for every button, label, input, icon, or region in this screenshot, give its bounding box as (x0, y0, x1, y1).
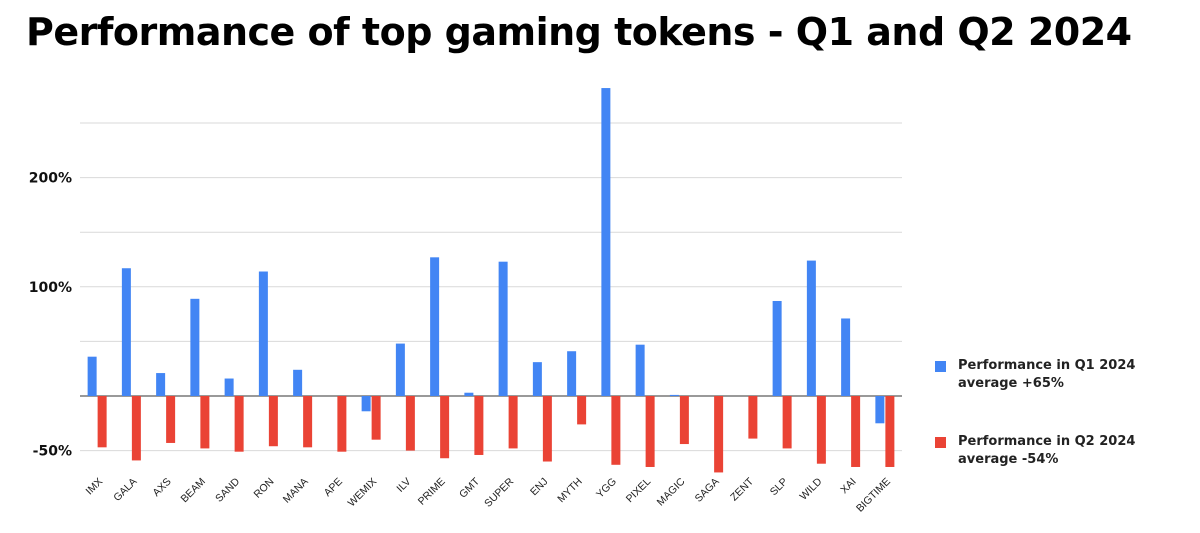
bar-ygg-q2 (611, 396, 621, 465)
bar-ron-q2 (268, 396, 278, 447)
legend-swatch-q2 (935, 437, 946, 448)
bar-sand-q2 (234, 396, 244, 452)
x-tick-label-wemix: WEMIX (346, 476, 380, 510)
y-axis-tick-labels: 200% 100% -50% (29, 171, 72, 460)
x-tick-label-ilv: ILV (394, 476, 413, 495)
bar-ron-q1 (258, 271, 268, 396)
x-tick-label-zent: ZENT (728, 475, 756, 503)
legend-label-q1: Performance in Q1 2024 average +65% (958, 358, 1136, 391)
x-tick-label-bigtime: BIGTIME (854, 476, 893, 515)
bar-gmt-q2 (474, 396, 484, 455)
bar-wemix-q2 (371, 396, 381, 440)
bar-gala-q2 (131, 396, 141, 461)
x-tick-label-slp: SLP (768, 476, 791, 499)
legend-label-q2: Performance in Q2 2024 average -54% (958, 434, 1136, 467)
x-tick-label-ygg: YGG (594, 476, 619, 501)
y-tick-label: 200% (29, 171, 72, 187)
x-tick-label-mana: MANA (281, 476, 311, 506)
x-tick-label-wild: WILD (797, 475, 824, 502)
bar-prime-q2 (440, 396, 450, 459)
bar-slp-q1 (772, 300, 782, 396)
bar-axs-q2 (166, 396, 176, 443)
bar-imx-q2 (97, 396, 107, 448)
bars (87, 88, 895, 473)
x-tick-label-gala: GALA (111, 476, 139, 504)
legend-item-q1: Performance in Q1 2024 average +65% (935, 357, 1135, 393)
bar-xai-q2 (851, 396, 861, 467)
x-tick-label-ape: APE (322, 476, 345, 499)
x-tick-label-ron: RON (252, 476, 277, 501)
bar-mana-q1 (293, 369, 303, 396)
x-tick-label-pixel: PIXEL (624, 476, 654, 506)
chart-title: Performance of top gaming tokens - Q1 an… (26, 10, 1132, 54)
bar-ygg-q1 (601, 88, 611, 396)
bar-super-q2 (508, 396, 518, 449)
bar-wild-q1 (806, 260, 816, 396)
bar-ilv-q2 (405, 396, 415, 451)
bar-bigtime-q1 (875, 396, 885, 424)
bar-gala-q1 (121, 268, 131, 396)
x-tick-label-super: SUPER (482, 475, 516, 509)
bar-gmt-q1 (464, 392, 474, 396)
x-tick-label-beam: BEAM (178, 476, 208, 506)
x-tick-label-gmt: GMT (457, 475, 482, 500)
bar-saga-q2 (714, 396, 724, 473)
bar-enj-q2 (542, 396, 552, 462)
legend-item-q2: Performance in Q2 2024 average -54% (935, 433, 1135, 469)
bar-magic-q2 (679, 396, 689, 445)
bar-mana-q2 (303, 396, 313, 448)
bar-super-q1 (498, 261, 508, 396)
x-axis-category-labels: IMX GALA AXS BEAM SAND RON MANA APE WEMIX ILV PRIM… (84, 475, 893, 514)
bar-enj-q1 (532, 362, 542, 396)
bar-pixel-q2 (645, 396, 655, 467)
bar-myth-q2 (577, 396, 587, 425)
bar-prime-q1 (430, 257, 440, 396)
x-tick-label-myth: MYTH (555, 476, 585, 506)
bar-beam-q1 (190, 298, 200, 396)
bar-ape-q2 (337, 396, 347, 452)
bar-myth-q1 (567, 351, 577, 396)
x-tick-label-sand: SAND (213, 475, 242, 504)
bar-xai-q1 (841, 318, 851, 396)
bar-slp-q2 (782, 396, 792, 449)
bar-beam-q2 (200, 396, 210, 449)
legend-swatch-q1 (935, 361, 946, 372)
bar-magic-q1 (669, 394, 679, 396)
y-tick-label: 100% (29, 280, 72, 296)
bar-zent-q2 (748, 396, 758, 439)
x-tick-label-imx: IMX (84, 476, 106, 498)
bar-ilv-q1 (395, 343, 405, 396)
bar-wild-q2 (816, 396, 826, 464)
x-tick-label-enj: ENJ (528, 476, 551, 499)
bar-axs-q1 (156, 373, 166, 396)
x-tick-label-saga: SAGA (693, 476, 722, 505)
bar-imx-q1 (87, 356, 97, 396)
x-tick-label-magic: MAGIC (655, 475, 688, 508)
bar-sand-q1 (224, 378, 234, 396)
x-tick-label-axs: AXS (150, 476, 173, 499)
gridlines (80, 122, 902, 452)
x-tick-label-prime: PRIME (416, 476, 448, 508)
bar-pixel-q1 (635, 344, 645, 396)
bar-wemix-q1 (361, 396, 371, 412)
bar-bigtime-q2 (885, 396, 895, 467)
y-tick-label: -50% (33, 444, 72, 460)
x-tick-label-xai: XAI (838, 476, 858, 496)
